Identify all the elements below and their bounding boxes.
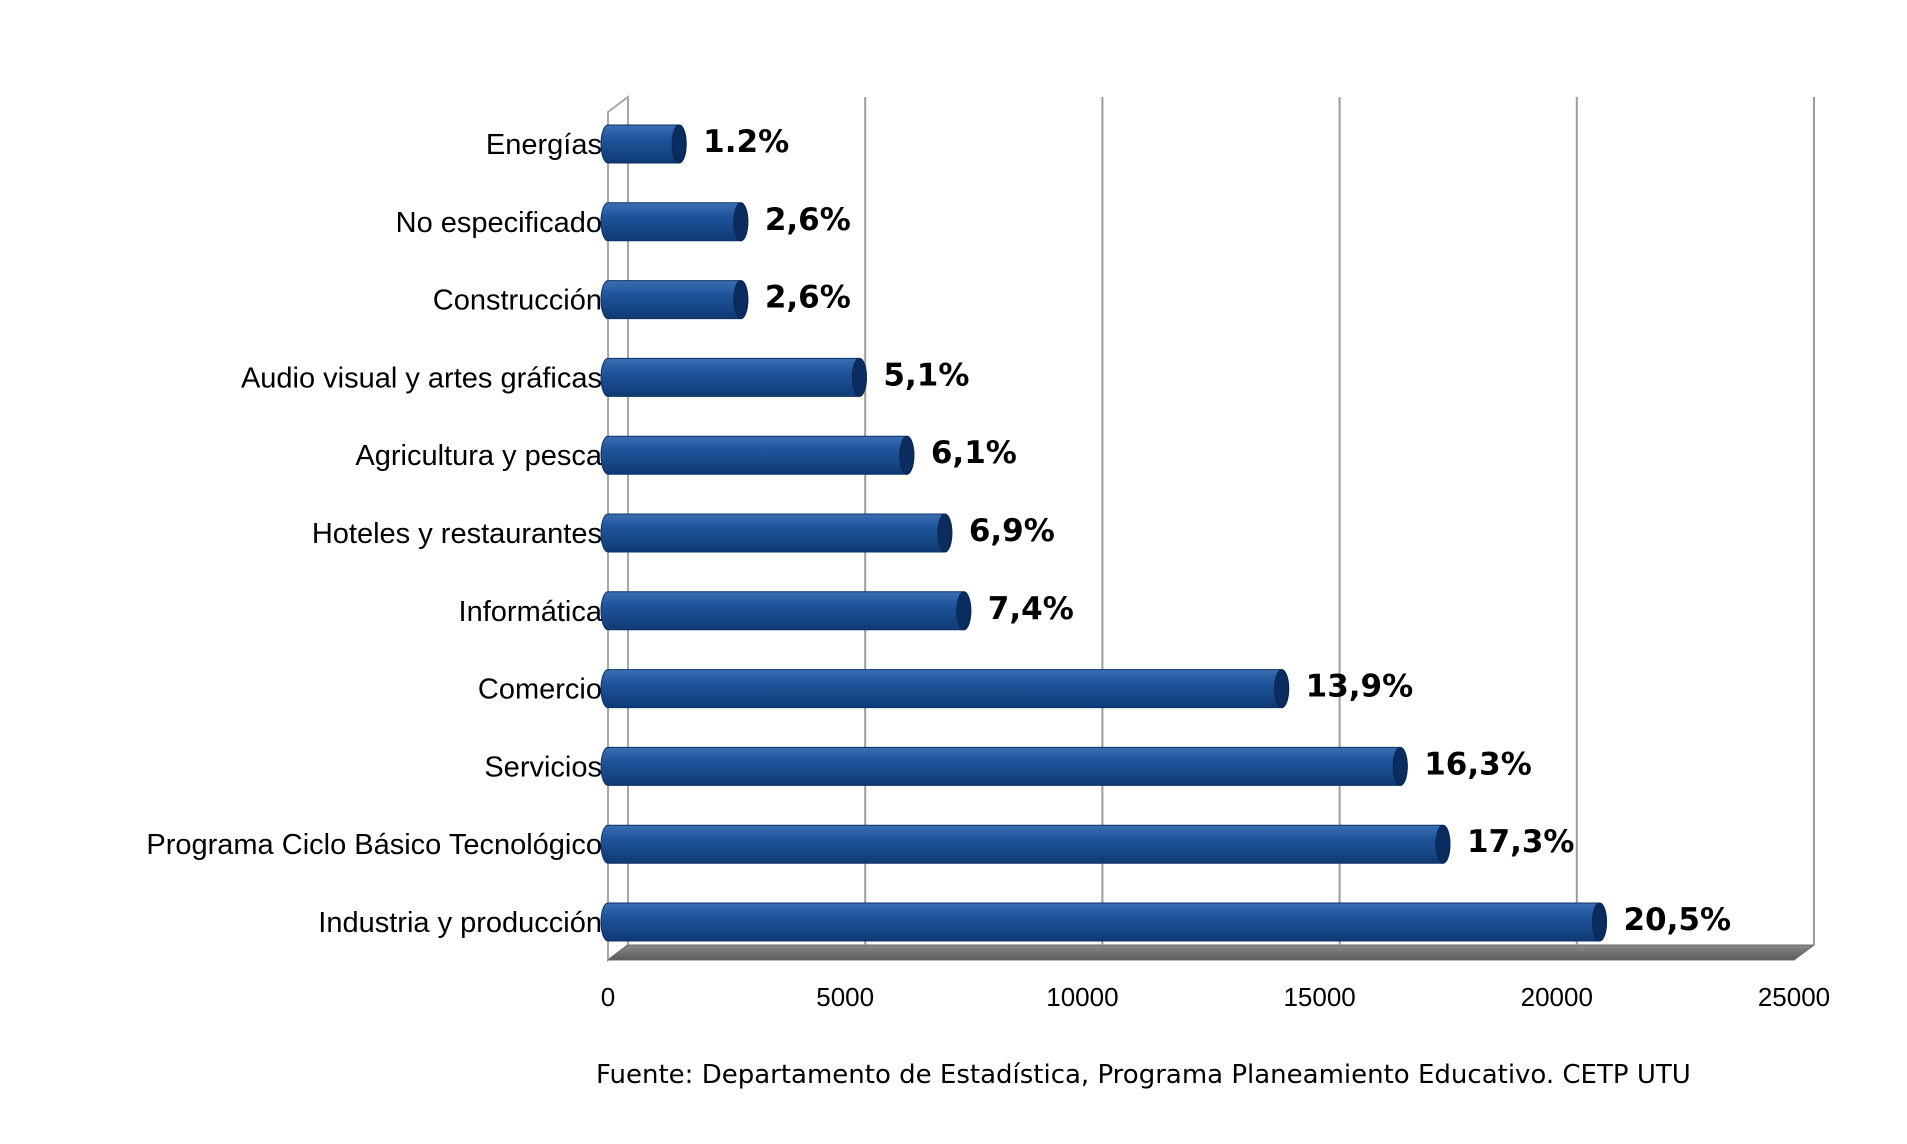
bar	[600, 280, 749, 320]
bar-cap	[956, 591, 972, 631]
category-label: Energías	[486, 129, 602, 161]
bar-cap	[1392, 746, 1408, 786]
bar-cap	[733, 202, 749, 242]
bar	[600, 824, 1451, 864]
bar	[600, 902, 1607, 942]
bar-body	[600, 280, 749, 320]
bars	[600, 124, 1607, 942]
x-tick-label: 10000	[1046, 982, 1118, 1012]
category-label: Industria y producción	[318, 907, 602, 939]
data-label: 6,1%	[931, 435, 1017, 471]
bar-body	[600, 435, 915, 475]
bar-cap	[937, 513, 953, 553]
bar-cap	[899, 435, 915, 475]
bar	[600, 591, 972, 631]
data-label: 20,5%	[1623, 902, 1731, 938]
data-label: 5,1%	[883, 357, 969, 393]
bar	[600, 746, 1408, 786]
data-label: 7,4%	[988, 591, 1074, 627]
category-label: Hoteles y restaurantes	[312, 518, 602, 550]
bar-body	[600, 746, 1408, 786]
x-tick-label: 20000	[1521, 982, 1593, 1012]
bar	[600, 435, 915, 475]
category-label: Construcción	[433, 285, 602, 317]
bar-body	[600, 902, 1607, 942]
data-label: 6,9%	[969, 513, 1055, 549]
category-labels: Energías No especificado Construcción Audio…	[146, 129, 603, 939]
bar	[600, 513, 953, 553]
bar-cap	[851, 357, 867, 397]
data-label: 13,9%	[1306, 669, 1414, 705]
data-label: 1.2%	[703, 124, 789, 160]
bar	[600, 357, 867, 397]
x-tick-labels: 0 5000 10000 15000 20000 25000	[601, 982, 1830, 1012]
x-tick-label: 0	[601, 982, 615, 1012]
bar-body	[600, 357, 867, 397]
bar-cap	[1435, 824, 1451, 864]
bar-cap	[671, 124, 687, 164]
x-tick-label: 5000	[816, 982, 874, 1012]
bar-body	[600, 513, 953, 553]
category-label: Programa Ciclo Básico Tecnológico	[146, 829, 602, 861]
bar-body	[600, 591, 972, 631]
x-tick-label: 25000	[1758, 982, 1830, 1012]
category-label: Comercio	[478, 674, 602, 706]
bar	[600, 202, 749, 242]
bar-cap	[1591, 902, 1607, 942]
bar-body	[600, 202, 749, 242]
category-label: Audio visual y artes gráficas	[241, 362, 602, 394]
data-label: 16,3%	[1424, 746, 1532, 782]
bar-cap	[1274, 669, 1290, 709]
category-label: Servicios	[484, 751, 602, 783]
category-label: Agricultura y pesca	[355, 440, 602, 472]
floor	[606, 944, 1816, 961]
bar-body	[600, 824, 1451, 864]
bar-cap	[733, 280, 749, 320]
bar	[600, 124, 687, 164]
source-note: Fuente: Departamento de Estadística, Pro…	[596, 1060, 1691, 1090]
category-label: Informática	[459, 596, 603, 628]
bar	[600, 669, 1290, 709]
data-label: 17,3%	[1467, 824, 1575, 860]
data-label: 2,6%	[765, 280, 851, 316]
bar-body	[600, 669, 1290, 709]
data-labels: 1.2% 2,6% 2,6% 5,1% 6,1% 6,9% 7,4% 13,9% 16,3% 17…	[703, 124, 1731, 938]
x-tick-label: 15000	[1283, 982, 1355, 1012]
data-label: 2,6%	[765, 202, 851, 238]
category-label: No especificado	[396, 207, 602, 239]
